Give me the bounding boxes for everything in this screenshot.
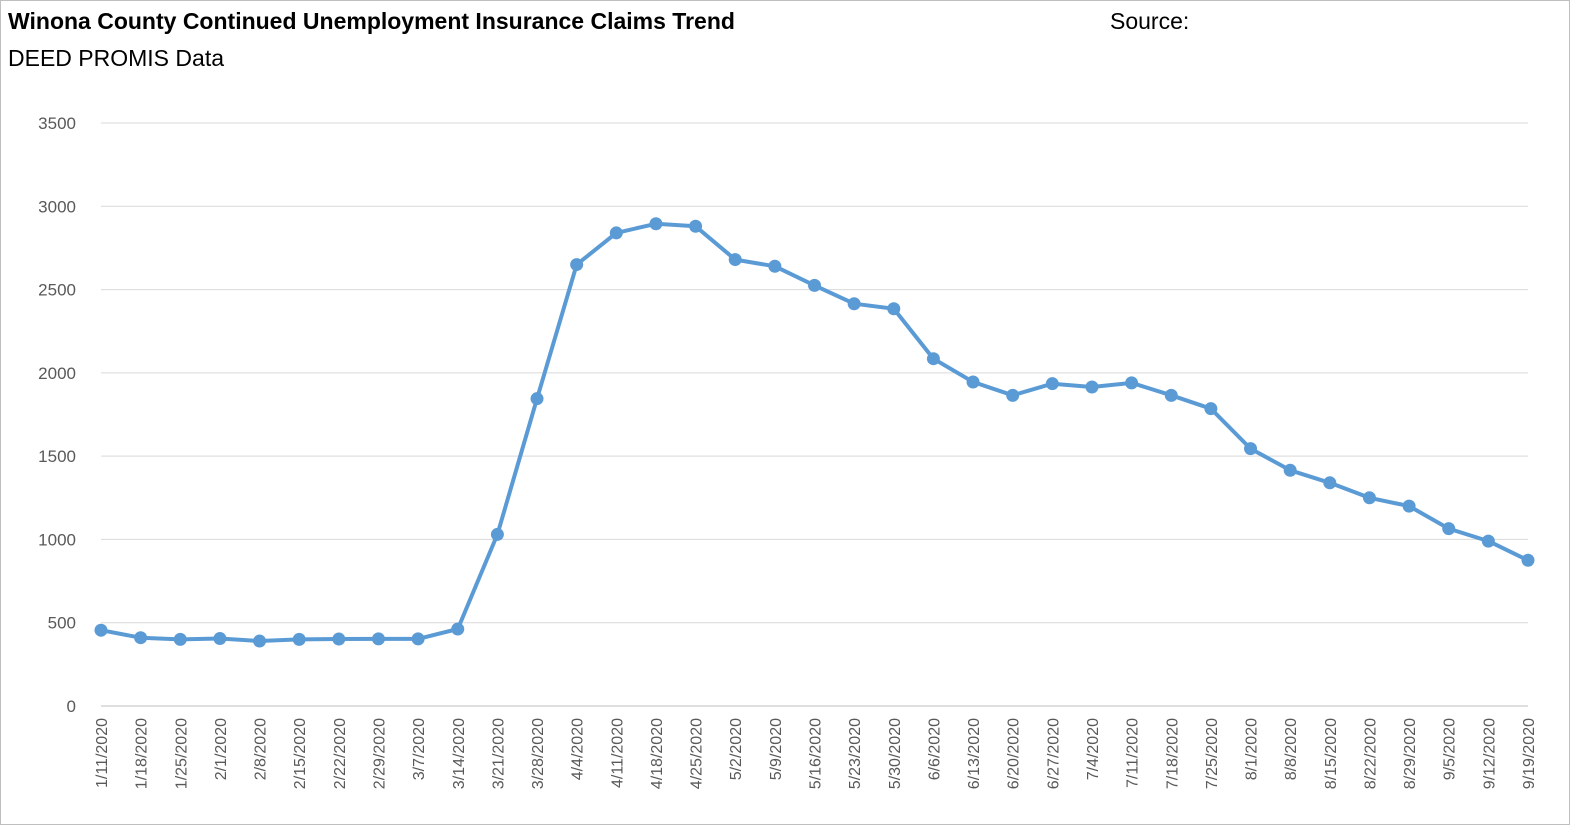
x-tick-label: 6/6/2020 [926, 718, 943, 780]
data-point [1164, 388, 1178, 402]
y-tick-label: 3500 [38, 114, 76, 133]
data-point [966, 375, 980, 389]
x-tick-label: 2/15/2020 [292, 718, 309, 789]
data-point [1204, 402, 1218, 416]
x-tick-label: 1/11/2020 [94, 718, 111, 788]
x-tick-label: 7/18/2020 [1164, 718, 1181, 789]
x-tick-label: 9/12/2020 [1481, 718, 1498, 789]
data-point [808, 278, 821, 292]
x-tick-label: 7/4/2020 [1085, 718, 1102, 780]
y-tick-label: 3000 [38, 197, 76, 216]
data-point [134, 631, 148, 645]
y-tick-label: 1500 [38, 447, 76, 466]
y-tick-label: 0 [67, 697, 76, 716]
data-point [1442, 522, 1456, 536]
data-point [1402, 499, 1416, 513]
x-tick-label: 4/25/2020 [689, 718, 706, 789]
data-point [926, 352, 940, 366]
x-tick-label: 9/5/2020 [1442, 718, 1459, 780]
x-tick-label: 5/9/2020 [768, 718, 785, 780]
data-point [1521, 553, 1535, 567]
data-point [609, 226, 623, 240]
data-point [768, 259, 782, 273]
data-point [530, 392, 544, 406]
x-tick-label: 8/1/2020 [1244, 718, 1261, 780]
data-point [1006, 388, 1020, 402]
y-axis-ticks: 0 500 1000 1500 2000 2500 3000 3500 [38, 114, 76, 716]
data-point [94, 623, 108, 637]
x-tick-label: 7/25/2020 [1204, 718, 1221, 789]
data-point [689, 219, 703, 233]
x-tick-label: 3/7/2020 [411, 718, 428, 780]
x-tick-label: 6/27/2020 [1045, 718, 1062, 789]
data-point [173, 632, 187, 646]
x-tick-label: 4/18/2020 [649, 718, 666, 789]
x-tick-label: 7/11/2020 [1125, 718, 1142, 788]
data-point [887, 302, 901, 316]
x-tick-label: 3/14/2020 [451, 718, 468, 789]
x-tick-label: 1/25/2020 [173, 718, 190, 789]
y-tick-label: 2500 [38, 281, 76, 300]
x-axis-ticks: 1/11/2020 1/18/2020 1/25/2020 2/1/2020 2/8/2… [94, 718, 1538, 789]
data-point [1244, 442, 1258, 456]
x-tick-label: 5/2/2020 [728, 718, 745, 780]
x-tick-label: 1/18/2020 [134, 718, 151, 789]
x-tick-label: 4/4/2020 [570, 718, 587, 780]
data-point [1323, 476, 1337, 490]
x-tick-label: 2/22/2020 [332, 718, 349, 789]
data-point [649, 217, 663, 231]
data-point [411, 632, 425, 646]
data-point [1045, 377, 1059, 391]
x-tick-label: 5/30/2020 [887, 718, 904, 789]
x-tick-label: 6/20/2020 [1006, 718, 1023, 789]
y-tick-label: 1000 [38, 530, 76, 549]
x-tick-label: 4/11/2020 [609, 718, 626, 788]
x-tick-label: 2/8/2020 [253, 718, 270, 780]
data-point [847, 297, 861, 311]
x-tick-label: 2/1/2020 [213, 718, 230, 780]
data-point [728, 253, 742, 267]
series-points [94, 217, 1535, 648]
data-point [1085, 380, 1099, 394]
x-tick-label: 3/21/2020 [490, 718, 507, 789]
x-tick-label: 3/28/2020 [530, 718, 547, 789]
x-tick-label: 2/29/2020 [371, 718, 388, 789]
data-point [371, 632, 385, 646]
source-label: Source: [1110, 8, 1190, 34]
x-tick-label: 5/16/2020 [808, 718, 825, 789]
data-point [253, 634, 267, 648]
x-tick-label: 8/15/2020 [1323, 718, 1340, 789]
data-point [1362, 491, 1376, 505]
data-point [1481, 534, 1495, 548]
data-point [451, 622, 465, 636]
x-tick-label: 9/19/2020 [1521, 718, 1538, 789]
y-tick-label: 500 [48, 614, 76, 633]
source-value: DEED PROMIS Data [8, 45, 224, 71]
data-point [490, 527, 504, 541]
x-tick-label: 6/13/2020 [966, 718, 983, 789]
y-tick-label: 2000 [38, 364, 76, 383]
x-tick-label: 8/8/2020 [1283, 718, 1300, 780]
chart-title: Winona County Continued Unemployment Ins… [8, 8, 735, 34]
x-tick-label: 8/29/2020 [1402, 718, 1419, 789]
data-point [1125, 376, 1139, 390]
data-point [332, 632, 346, 646]
x-tick-label: 8/22/2020 [1362, 718, 1379, 789]
data-point [570, 258, 584, 272]
data-point [292, 632, 306, 646]
data-point [213, 632, 227, 646]
gridlines [101, 122, 1528, 707]
x-tick-label: 5/23/2020 [847, 718, 864, 789]
data-point [1283, 463, 1297, 477]
